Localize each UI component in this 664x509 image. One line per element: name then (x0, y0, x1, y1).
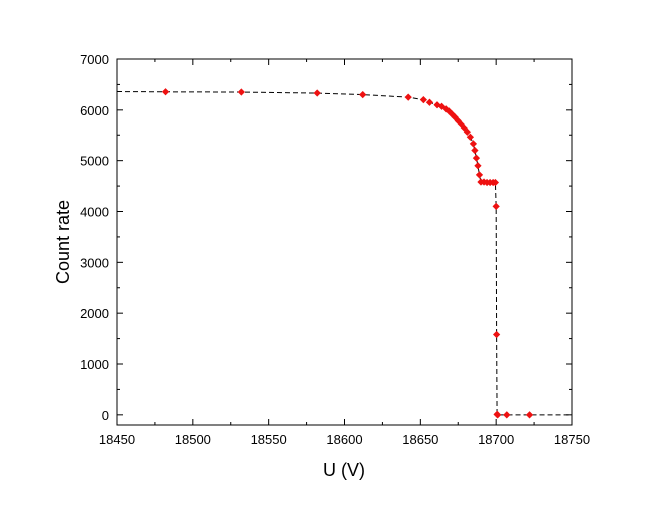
y-axis-title: Count rate (53, 200, 73, 284)
data-point (466, 133, 475, 141)
data-point (161, 88, 170, 96)
data-point (237, 88, 245, 96)
data-point (313, 89, 321, 97)
data-point (359, 90, 367, 99)
x-tick-label: 18550 (251, 432, 287, 447)
data-point (503, 411, 511, 419)
data-point (425, 98, 434, 106)
data-point (419, 96, 427, 104)
x-axis: 18450 18500 18550 18600 18650 18700 18750 (99, 59, 590, 447)
plot-frame (116, 58, 573, 426)
y-tick-label: 5000 (80, 154, 109, 169)
x-axis-title: U (V) (323, 460, 365, 480)
y-tick-label: 4000 (80, 205, 109, 220)
y-axis: 0 1000 2000 3000 4000 5000 6000 7000 (80, 52, 572, 423)
data-point (404, 93, 412, 101)
y-tick-label: 1000 (80, 357, 109, 372)
x-tick-label: 18750 (554, 432, 590, 447)
x-tick-label: 18450 (99, 432, 135, 447)
data-point (442, 105, 450, 113)
x-tick-label: 18650 (402, 432, 438, 447)
y-tick-label: 2000 (80, 306, 109, 321)
x-tick-label: 18500 (175, 432, 211, 447)
series-dashed-line (116, 91, 572, 416)
data-point (525, 411, 534, 419)
y-tick-label: 0 (102, 408, 109, 423)
data-point (492, 330, 501, 339)
x-tick-label: 18700 (478, 432, 514, 447)
data-point (474, 162, 482, 170)
data-point (437, 102, 446, 110)
y-tick-label: 6000 (80, 103, 109, 118)
data-point (491, 178, 500, 187)
data-point (469, 140, 478, 148)
data-point (457, 120, 465, 128)
data-points (161, 88, 534, 419)
data-point (492, 202, 500, 211)
y-tick-label: 7000 (80, 52, 109, 67)
data-point (494, 411, 502, 419)
data-point (475, 171, 484, 179)
x-tick-label: 18600 (326, 432, 362, 447)
data-point (472, 154, 481, 162)
data-point (471, 146, 479, 155)
y-tick-label: 3000 (80, 255, 109, 270)
data-point (463, 128, 471, 136)
data-point (460, 124, 468, 132)
